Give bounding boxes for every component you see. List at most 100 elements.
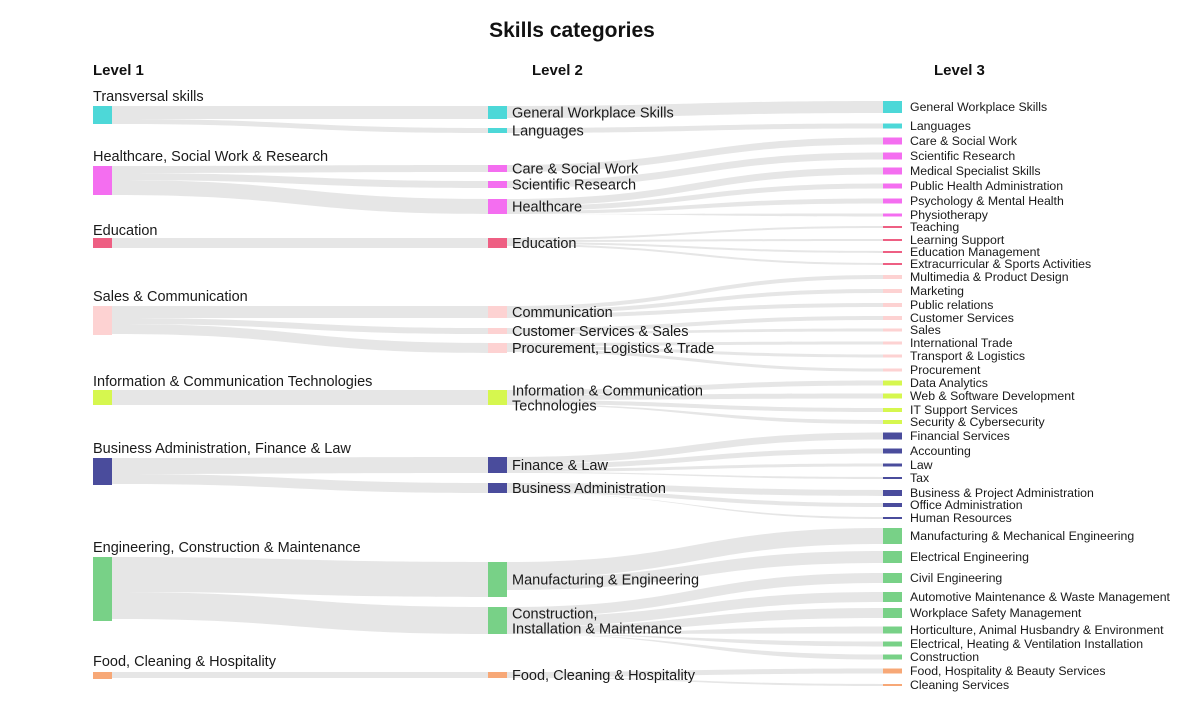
level3-node (883, 408, 902, 412)
level2-node-bus2 (488, 483, 507, 493)
link-level2-level3 (507, 400, 883, 412)
level3-label: Automotive Maintenance & Waste Managemen… (910, 590, 1171, 604)
link-level1-level2 (112, 592, 488, 634)
level2-label: Education (512, 236, 577, 252)
level3-node (883, 668, 902, 674)
flow-nodes: Transversal skills Healthcare, Social Wor… (93, 89, 1171, 692)
link-level2-level3 (507, 448, 883, 469)
level3-node (883, 592, 902, 602)
level3-node (883, 368, 902, 372)
level1-label: Business Administration, Finance & Law (93, 441, 351, 457)
level3-label: International Trade (910, 336, 1013, 350)
link-level1-level2 (112, 180, 488, 214)
level3-label: IT Support Services (910, 403, 1018, 417)
level2-node-css2 (488, 328, 507, 334)
level3-label: Languages (910, 119, 971, 133)
level3-label: Manufacturing & Mechanical Engineering (910, 529, 1134, 543)
link-level2-level3 (507, 183, 883, 211)
link-level2-level3 (507, 328, 883, 334)
level2-label: Food, Cleaning & Hospitality (512, 668, 696, 684)
level3-label: Multimedia & Product Design (910, 270, 1069, 284)
level2-label: Finance & Law (512, 458, 608, 474)
link-level1-level2 (112, 119, 488, 133)
level2-label: Healthcare (512, 200, 582, 216)
level3-node (883, 477, 902, 479)
level3-node (883, 393, 902, 399)
level3-header: Level 3 (934, 62, 985, 79)
level3-node (883, 551, 902, 563)
level3-label: Office Administration (910, 498, 1023, 512)
level3-label: Law (910, 458, 933, 472)
level3-label: Web & Software Development (910, 389, 1075, 403)
level3-label: Marketing (910, 284, 964, 298)
level3-node (883, 517, 902, 519)
link-level2-level3 (507, 101, 883, 118)
link-level2-level3 (507, 316, 883, 332)
level3-label: Horticulture, Animal Husbandry & Environ… (910, 623, 1164, 637)
level3-label: Transport & Logistics (910, 349, 1025, 363)
level3-node (883, 123, 902, 129)
level3-label: Extracurricular & Sports Activities (910, 257, 1091, 271)
level3-label: Customer Services (910, 311, 1014, 325)
level3-node (883, 183, 902, 189)
level2-node-food2 (488, 672, 507, 678)
level3-node (883, 167, 902, 175)
level1-node-healthcare (93, 166, 112, 195)
link-level2-level3 (507, 303, 883, 318)
level3-node (883, 654, 902, 660)
level2-node-plt2 (488, 343, 507, 353)
link-level2-level3 (507, 226, 883, 240)
level3-label: General Workplace Skills (910, 100, 1047, 114)
level2-node-comm2 (488, 306, 507, 318)
link-level2-level3 (507, 289, 883, 314)
level3-node (883, 641, 902, 647)
link-level2-level3 (507, 634, 883, 660)
link-level2-level3 (507, 380, 883, 395)
link-level2-level3 (507, 634, 883, 647)
link-level1-level2 (112, 165, 488, 173)
level3-node (883, 239, 902, 241)
level3-label: Tax (910, 471, 930, 485)
level2-node-care2 (488, 165, 507, 172)
link-level2-level3 (507, 275, 883, 310)
level2-label: General Workplace Skills (512, 106, 674, 122)
level3-node (883, 528, 902, 544)
level3-node (883, 448, 902, 454)
link-level1-level2 (112, 672, 488, 678)
level1-node-business (93, 458, 112, 485)
link-level2-level3 (507, 137, 883, 172)
link-level2-level3 (507, 551, 883, 590)
level3-label: Financial Services (910, 429, 1010, 443)
link-level2-level3 (507, 463, 883, 472)
level3-node (883, 354, 902, 358)
link-level1-level2 (112, 238, 488, 248)
level3-node (883, 463, 902, 467)
link-level2-level3 (507, 123, 883, 133)
level2-label: Customer Services & Sales (512, 324, 688, 340)
link-level1-level2 (112, 106, 488, 119)
level3-node (883, 608, 902, 618)
level2-label: Scientific Research (512, 178, 636, 194)
level1-label: Sales & Communication (93, 289, 248, 305)
level2-label: Care & Social Work (512, 162, 639, 178)
level3-node (883, 263, 902, 265)
level2-label: Languages (512, 124, 584, 140)
level3-label: Psychology & Mental Health (910, 194, 1064, 208)
link-level2-level3 (507, 239, 883, 242)
link-level1-level2 (112, 318, 488, 334)
level1-label: Information & Communication Technologies (93, 374, 372, 390)
link-level2-level3 (507, 393, 883, 400)
level3-node (883, 213, 902, 217)
level3-node (883, 432, 902, 440)
link-level2-level3 (507, 483, 883, 496)
link-level2-level3 (507, 432, 883, 464)
level2-node-con2 (488, 607, 507, 634)
link-level2-level3 (507, 242, 883, 253)
link-level2-level3 (507, 489, 883, 507)
link-level2-level3 (507, 346, 883, 358)
link-level2-level3 (507, 493, 883, 519)
level3-node (883, 490, 902, 496)
level3-node (883, 316, 902, 320)
link-level2-level3 (507, 528, 883, 578)
